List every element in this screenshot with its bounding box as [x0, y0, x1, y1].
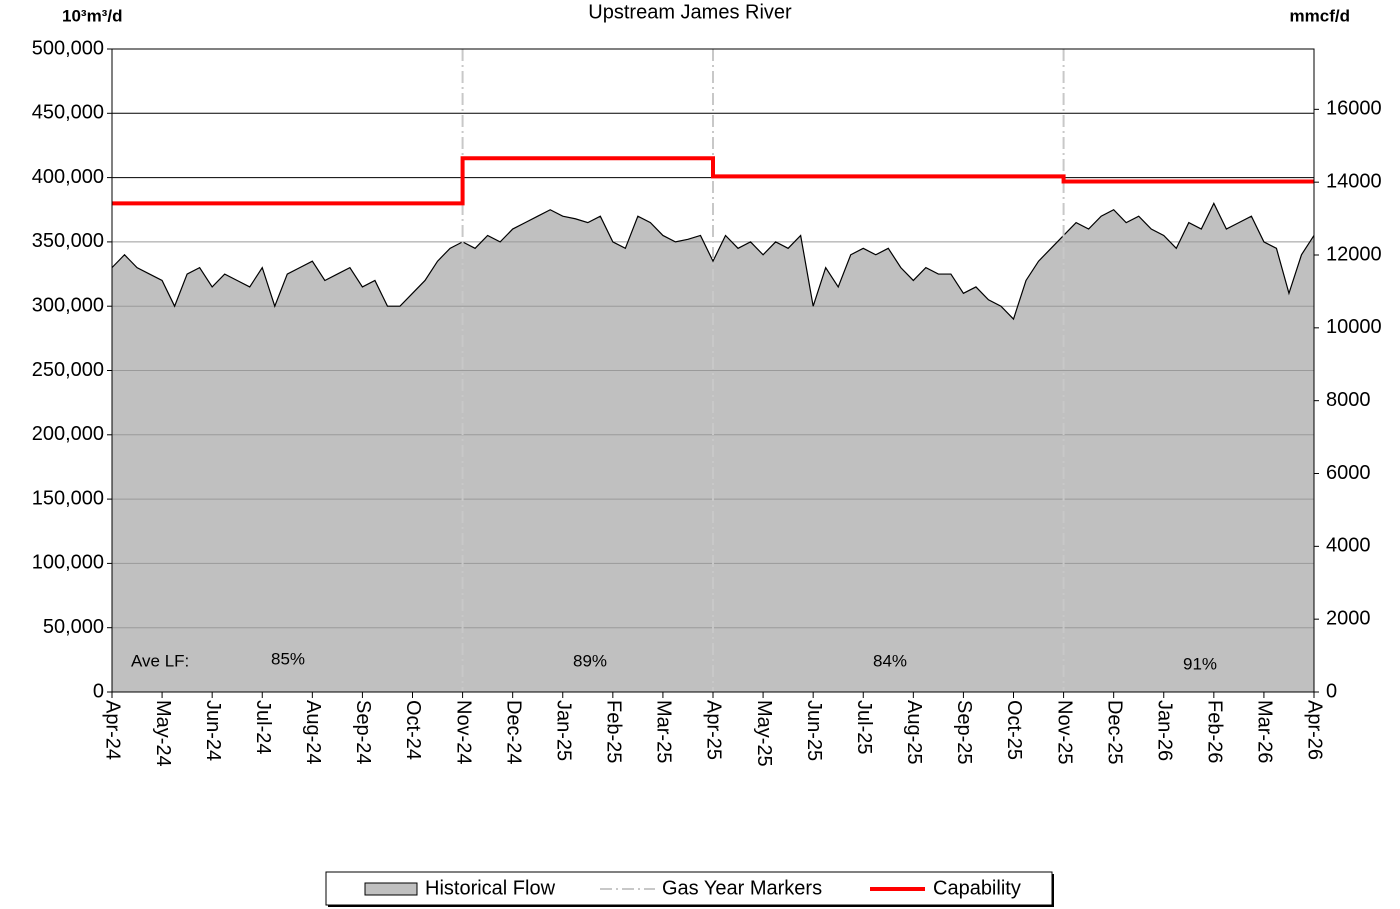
y-tick-label: 500,000 — [32, 37, 104, 59]
x-tick-label: Sep-24 — [352, 700, 374, 765]
y2-axis-label: mmcf/d — [1290, 6, 1350, 25]
y-tick-label: 0 — [93, 680, 104, 702]
legend-label: Capability — [933, 877, 1021, 899]
y2-tick-label: 8000 — [1326, 389, 1371, 411]
y2-tick-label: 10000 — [1326, 316, 1382, 338]
y2-tick-label: 12000 — [1326, 243, 1382, 265]
y2-tick-label: 4000 — [1326, 535, 1371, 557]
x-tick-label: Sep-25 — [953, 700, 975, 765]
x-tick-label: Oct-24 — [402, 700, 424, 760]
x-tick-label: Feb-26 — [1204, 700, 1226, 763]
y-tick-label: 400,000 — [32, 166, 104, 188]
flow-line — [111, 201, 1315, 321]
x-tick-label: Aug-25 — [903, 700, 925, 765]
load-factor-value: 91% — [1183, 654, 1217, 673]
y2-tick-label: 14000 — [1326, 170, 1382, 192]
x-tick-label: Jan-25 — [552, 700, 574, 761]
y2-tick-label: 6000 — [1326, 462, 1371, 484]
load-factor-value: 84% — [873, 651, 907, 670]
x-tick-label: Feb-25 — [603, 700, 625, 763]
legend-label: Gas Year Markers — [662, 877, 822, 899]
y2-tick-label: 2000 — [1326, 607, 1371, 629]
x-tick-label: Nov-25 — [1053, 700, 1075, 764]
capability-line — [112, 156, 1314, 206]
y-tick-label: 350,000 — [32, 230, 104, 252]
legend-box — [325, 871, 1053, 906]
x-tick-label: Jun-24 — [202, 700, 224, 761]
legend-label: Historical Flow — [425, 877, 556, 899]
y-axis-label: 10³m³/d — [62, 6, 122, 25]
x-tick-label: Mar-26 — [1254, 700, 1276, 763]
x-tick-label: Jun-25 — [803, 700, 825, 761]
x-tick-label: Dec-24 — [502, 700, 524, 764]
y-tick-label: 100,000 — [32, 552, 104, 574]
load-factor-label: Ave LF: — [131, 651, 189, 670]
load-factor-value: 85% — [271, 649, 305, 668]
x-tick-label: Oct-25 — [1003, 700, 1025, 760]
y2-tick-label: 16000 — [1326, 98, 1382, 120]
chart-title: Upstream James River — [588, 1, 792, 23]
y-tick-label: 50,000 — [43, 616, 104, 638]
x-tick-label: Jul-25 — [853, 700, 875, 754]
x-tick-label: Nov-24 — [452, 700, 474, 764]
y-tick-label: 150,000 — [32, 487, 104, 509]
y-tick-label: 250,000 — [32, 359, 104, 381]
load-factor-value: 89% — [573, 651, 607, 670]
x-tick-label: Apr-25 — [703, 700, 725, 760]
x-tick-label: Dec-25 — [1103, 700, 1125, 764]
y-tick-label: 200,000 — [32, 423, 104, 445]
y-tick-label: 450,000 — [32, 102, 104, 124]
y2-tick-label: 0 — [1326, 680, 1337, 702]
legend-swatch — [364, 882, 418, 896]
x-tick-label: Jan-26 — [1153, 700, 1175, 761]
x-tick-label: Apr-24 — [102, 700, 124, 760]
x-tick-label: May-24 — [152, 700, 174, 767]
x-tick-label: Aug-24 — [302, 700, 324, 765]
x-tick-label: Jul-24 — [252, 700, 274, 754]
x-tick-label: May-25 — [753, 700, 775, 767]
y-tick-label: 300,000 — [32, 294, 104, 316]
x-tick-label: Apr-26 — [1304, 700, 1326, 760]
x-tick-label: Mar-25 — [653, 700, 675, 763]
